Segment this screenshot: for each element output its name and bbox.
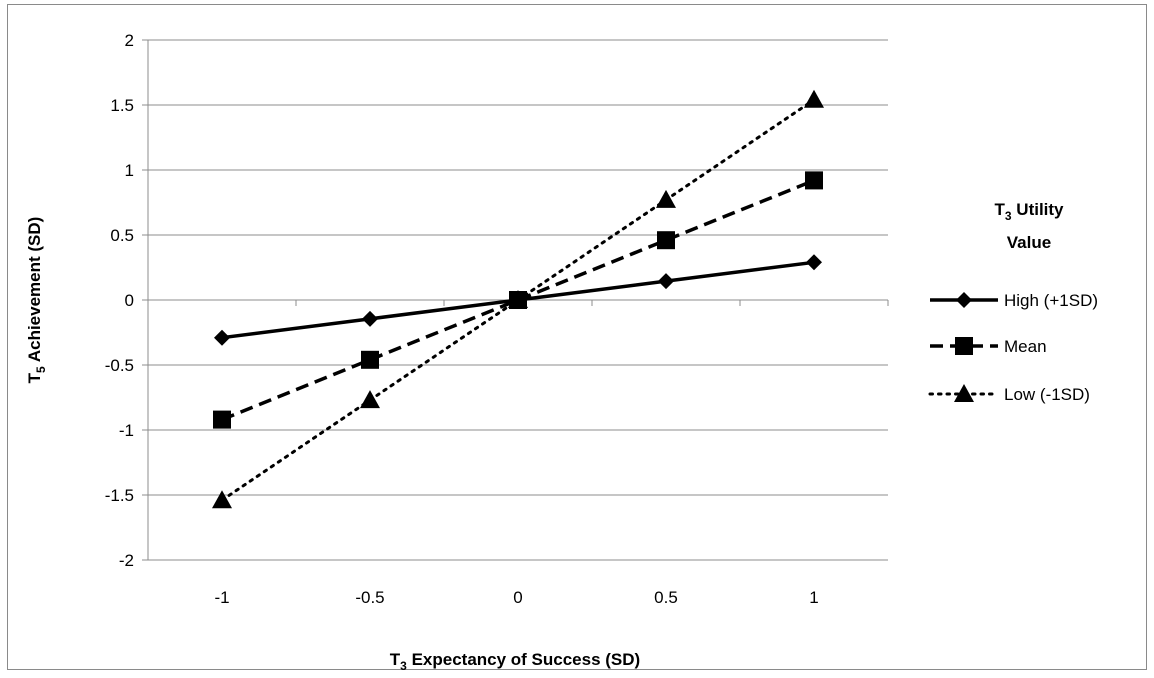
legend: T3 Utility Value High (+1SD) Mean Low (-1S…	[928, 200, 1098, 404]
y-tick-labels: 2 1.5 1 0.5 0 -0.5 -1 -1.5 -2	[105, 31, 134, 570]
x-tick-label: 1	[809, 588, 818, 607]
legend-title-main: T	[994, 200, 1005, 219]
legend-title-sub: 3	[1005, 209, 1012, 223]
legend-swatch-marker	[956, 292, 972, 308]
legend-label: High (+1SD)	[1004, 291, 1098, 310]
data-point	[361, 350, 379, 369]
data-point	[360, 390, 380, 409]
legend-label: Mean	[1004, 337, 1047, 356]
x-axis-title: T3 Expectancy of Success (SD)	[390, 650, 640, 673]
y-tick-label: 1.5	[110, 96, 134, 115]
legend-entry: High (+1SD)	[930, 291, 1098, 310]
series-square	[213, 171, 823, 429]
data-point	[362, 310, 378, 327]
y-tick-label: 0.5	[110, 226, 134, 245]
data-point	[214, 329, 230, 346]
y-tick-label: -1	[119, 421, 134, 440]
y-tick-label: 1	[125, 161, 134, 180]
x-tick-label: -0.5	[355, 588, 384, 607]
x-tick-label: -1	[214, 588, 229, 607]
x-axis-title-rest: Expectancy of Success (SD)	[407, 650, 640, 669]
x-axis-title-sub: 3	[400, 659, 407, 673]
x-tick-label: 0.5	[654, 588, 678, 607]
data-point	[806, 254, 822, 271]
y-tick-label: -1.5	[105, 486, 134, 505]
y-axis-title-rest: Achievement (SD)	[25, 217, 44, 367]
x-axis-title-main: T	[390, 650, 401, 669]
y-axis-title-sub: 5	[34, 366, 48, 373]
legend-entries: High (+1SD) Mean Low (-1SD)	[928, 291, 1098, 404]
data-point	[508, 290, 528, 308]
series-layer	[212, 89, 824, 509]
data-point	[657, 231, 675, 250]
gridlines	[148, 39, 888, 561]
data-point	[658, 273, 674, 290]
data-point	[656, 189, 676, 208]
legend-entry: Mean	[930, 337, 1047, 356]
series-line	[221, 178, 815, 422]
legend-title-rest: Utility	[1012, 200, 1064, 219]
y-tick-label: -0.5	[105, 356, 134, 375]
data-point	[804, 89, 824, 108]
x-tick-label: 0	[513, 588, 522, 607]
data-point	[212, 490, 232, 509]
legend-title-line1: T3 Utility	[994, 200, 1064, 223]
legend-swatch-marker	[955, 337, 973, 355]
legend-label: Low (-1SD)	[1004, 385, 1090, 404]
legend-entry: Low (-1SD)	[928, 384, 1090, 404]
series-triangle	[212, 89, 824, 509]
y-tick-label: 2	[125, 31, 134, 50]
data-point	[213, 410, 231, 429]
y-tick-label: 0	[125, 291, 134, 310]
y-tick-label: -2	[119, 551, 134, 570]
data-point	[805, 171, 823, 190]
legend-title-line2: Value	[1007, 233, 1051, 252]
x-tick-labels: -1 -0.5 0 0.5 1	[214, 588, 818, 607]
y-axis-title: T5 Achievement (SD)	[25, 217, 48, 384]
y-axis-title-main: T	[25, 372, 44, 383]
legend-swatch-marker	[954, 384, 974, 402]
